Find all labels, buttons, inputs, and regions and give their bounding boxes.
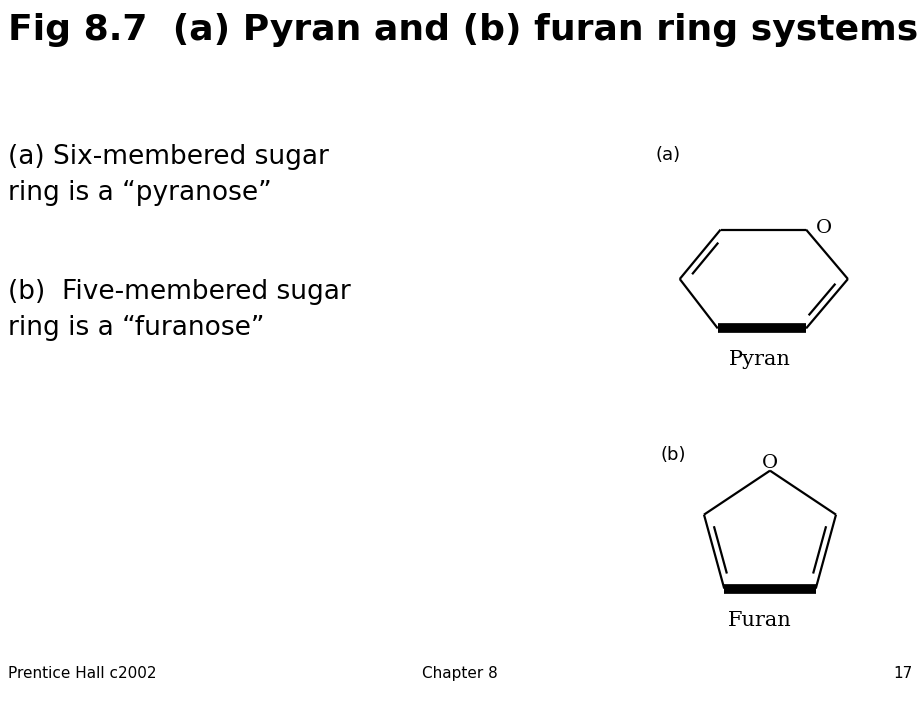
Text: (a) Six-membered sugar
ring is a “pyranose”: (a) Six-membered sugar ring is a “pyrano… [8,144,329,206]
Text: Fig 8.7  (a) Pyran and (b) furan ring systems: Fig 8.7 (a) Pyran and (b) furan ring sys… [8,13,918,47]
Text: 17: 17 [893,666,913,681]
Text: (b): (b) [660,445,685,464]
Text: O: O [816,218,833,237]
Text: (b)  Five-membered sugar
ring is a “furanose”: (b) Five-membered sugar ring is a “furan… [8,279,351,341]
Text: Prentice Hall c2002: Prentice Hall c2002 [8,666,157,681]
Text: Pyran: Pyran [729,350,791,369]
Text: (a): (a) [655,146,680,164]
Text: Furan: Furan [729,611,792,630]
Text: O: O [762,454,778,471]
Text: Chapter 8: Chapter 8 [422,666,498,681]
